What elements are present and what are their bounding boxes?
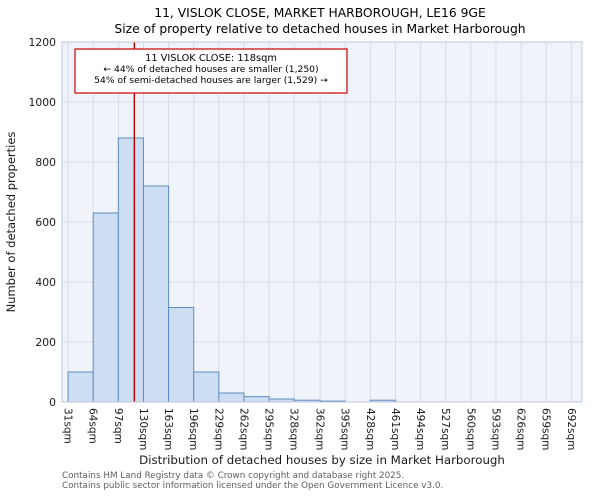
y-tick-label: 200 <box>35 336 56 349</box>
footer-attribution-line2: Contains public sector information licen… <box>62 481 443 491</box>
y-tick-label: 1200 <box>29 36 57 49</box>
x-tick-label: 328sqm <box>288 408 300 450</box>
annotation-property-label: 11 VISLOK CLOSE: 118sqm <box>145 53 277 64</box>
x-tick-label: 262sqm <box>237 408 249 450</box>
x-tick-label: 494sqm <box>414 408 426 450</box>
x-tick-label: 130sqm <box>137 408 149 450</box>
x-tick-label: 527sqm <box>439 408 451 450</box>
bar <box>218 392 245 403</box>
y-tick-label: 1000 <box>29 96 57 109</box>
bar <box>243 396 270 403</box>
y-tick-label: 800 <box>35 156 56 169</box>
y-tick-label: 600 <box>35 216 56 229</box>
bar <box>92 212 119 403</box>
chart-subtitle: Size of property relative to detached ho… <box>114 22 525 36</box>
footer-attribution-line1: Contains HM Land Registry data © Crown c… <box>62 471 404 481</box>
x-tick-label: 560sqm <box>464 408 476 450</box>
x-tick-label: 229sqm <box>212 408 224 450</box>
y-axis-tick-labels: 0 200 400 600 800 1000 1200 <box>29 36 57 409</box>
x-tick-label: 163sqm <box>162 408 174 450</box>
annotation-border <box>74 48 348 94</box>
annotation-larger-stat: 54% of semi-detached houses are larger (… <box>94 75 328 86</box>
bar <box>168 307 195 403</box>
x-tick-label: 362sqm <box>314 408 326 450</box>
x-axis-label: Distribution of detached houses by size … <box>139 453 505 467</box>
y-tick-label: 400 <box>35 276 56 289</box>
y-axis-label: Number of detached properties <box>4 132 18 313</box>
bar <box>117 137 144 403</box>
x-axis-tick-labels: 31sqm 64sqm 97sqm 130sqm 163sqm 196sqm 229sqm 2… <box>62 408 577 450</box>
x-tick-label: 64sqm <box>87 408 99 444</box>
x-tick-label: 626sqm <box>515 408 527 450</box>
chart-title: 11, VISLOK CLOSE, MARKET HARBOROUGH, LE1… <box>154 6 485 20</box>
x-tick-label: 395sqm <box>339 408 351 450</box>
x-tick-label: 428sqm <box>364 408 376 450</box>
bar <box>67 371 94 403</box>
y-tick-label: 0 <box>49 396 56 409</box>
annotation-smaller-stat: ← 44% of detached houses are smaller (1,… <box>103 64 318 75</box>
bar <box>193 371 220 403</box>
x-tick-label: 97sqm <box>112 408 124 444</box>
x-tick-label: 31sqm <box>62 408 74 444</box>
x-tick-label: 295sqm <box>263 408 275 450</box>
x-tick-label: 593sqm <box>489 408 501 450</box>
x-tick-label: 461sqm <box>389 408 401 450</box>
bar <box>142 185 170 403</box>
x-tick-label: 659sqm <box>540 408 552 450</box>
histogram-bars <box>67 137 396 403</box>
annotation-box: 11 VISLOK CLOSE: 118sqm ← 44% of detache… <box>74 48 348 94</box>
plot-border <box>61 41 583 403</box>
x-tick-label: 692sqm <box>565 408 577 450</box>
x-tick-label: 196sqm <box>187 408 199 450</box>
